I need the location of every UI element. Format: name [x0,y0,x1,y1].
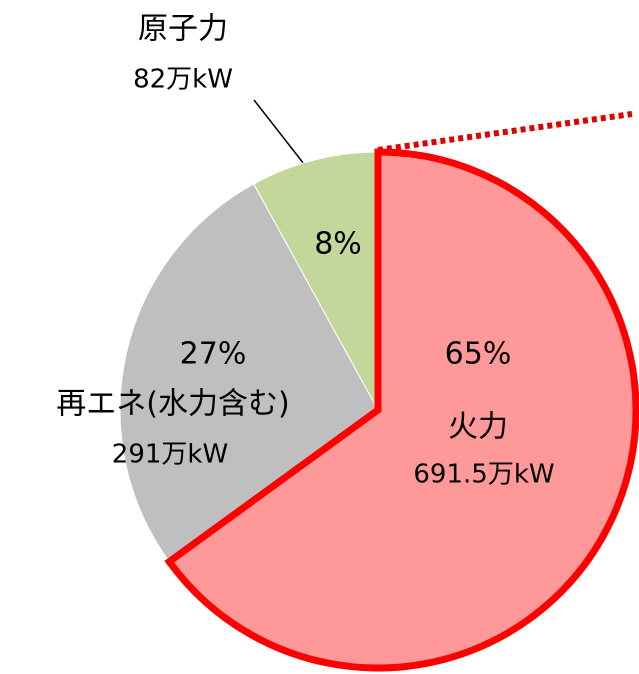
slice-capacity-label: 691.5万kW [413,460,554,490]
slice-percent-label: 65% [445,337,512,372]
slice-capacity-label: 291万kW [112,440,228,470]
slice-category-label: 原子力 [138,12,228,47]
slice-category-label: 再エネ(水力含む) [56,387,289,422]
callout-dotted-line [377,111,633,153]
pie-slice [119,183,379,563]
slice-percent-label: 27% [180,337,247,372]
slice-percent-label: 8% [314,227,362,262]
pie-slice [164,148,639,672]
slice-capacity-label: 82万kW [133,65,233,95]
pie-slice [253,151,379,411]
slice-category-label: 火力 [448,410,508,445]
leader-line [253,99,305,165]
